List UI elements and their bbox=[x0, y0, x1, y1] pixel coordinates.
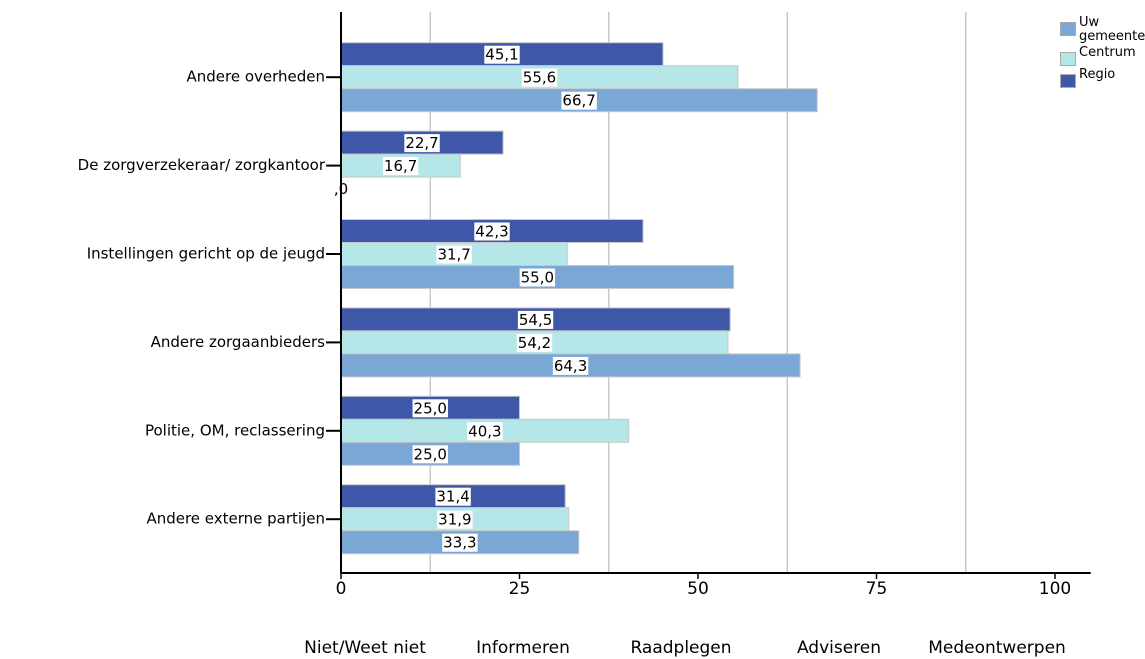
y-tick-label: Instellingen gericht op de jeugd bbox=[87, 245, 325, 263]
value-label-bg bbox=[517, 310, 554, 329]
level-label: Raadplegen bbox=[630, 638, 731, 658]
x-tick-label: 75 bbox=[866, 579, 888, 599]
value-label-bg bbox=[382, 157, 419, 176]
value-label: 55,6 bbox=[523, 69, 556, 87]
legend: Uw gemeente Centrum Regio bbox=[1060, 15, 1145, 90]
value-label: 40,3 bbox=[468, 422, 501, 440]
y-tick-label: Andere externe partijen bbox=[146, 510, 325, 528]
legend-item: Regio bbox=[1060, 68, 1141, 88]
value-label-bg bbox=[412, 399, 448, 418]
level-label: Adviseren bbox=[797, 638, 881, 658]
value-label-bg bbox=[516, 333, 553, 352]
value-label-bg bbox=[437, 510, 473, 529]
value-label-bg bbox=[519, 268, 556, 287]
value-label: 66,7 bbox=[562, 92, 595, 110]
value-label-bg bbox=[412, 445, 448, 464]
value-label: 42,3 bbox=[475, 223, 508, 241]
level-label: Informeren bbox=[476, 638, 570, 658]
x-tick-label: 100 bbox=[1039, 579, 1071, 599]
value-label-bg bbox=[474, 222, 510, 241]
value-label-bg bbox=[442, 533, 478, 552]
x-tick-label: 25 bbox=[509, 579, 531, 599]
y-tick-label: Andere overheden bbox=[186, 68, 325, 86]
value-label: 31,9 bbox=[438, 511, 471, 529]
value-label: 25,0 bbox=[414, 399, 447, 417]
value-label-bg bbox=[436, 245, 472, 264]
legend-swatch bbox=[1060, 74, 1076, 88]
value-label-bg bbox=[561, 91, 597, 110]
legend-label: Regio bbox=[1079, 67, 1116, 82]
value-label-bg bbox=[552, 356, 589, 375]
x-tick-label: 50 bbox=[687, 579, 709, 599]
y-tick-label: Politie, OM, reclassering bbox=[145, 421, 325, 439]
legend-label: Centrum bbox=[1079, 45, 1136, 60]
legend-item: Centrum bbox=[1060, 46, 1141, 66]
value-label: 64,3 bbox=[554, 357, 587, 375]
value-label-bg bbox=[521, 68, 558, 87]
value-label-bg bbox=[467, 422, 503, 441]
value-label-bg bbox=[435, 487, 471, 506]
level-label: Medeontwerpen bbox=[928, 638, 1066, 658]
x-tick-label: 0 bbox=[336, 579, 347, 599]
value-label: 55,0 bbox=[521, 269, 554, 287]
value-label: 22,7 bbox=[405, 134, 438, 152]
value-label: 33,3 bbox=[443, 534, 476, 552]
value-label: 45,1 bbox=[485, 46, 518, 64]
value-label: 54,2 bbox=[518, 334, 551, 352]
value-label: 25,0 bbox=[414, 445, 447, 463]
y-tick-label: Andere zorgaanbieders bbox=[151, 333, 326, 351]
legend-swatch bbox=[1060, 22, 1076, 36]
value-label: 16,7 bbox=[384, 157, 417, 175]
value-label-bg bbox=[404, 134, 440, 153]
value-label: 31,7 bbox=[437, 246, 470, 264]
y-tick-label: De zorgverzekeraar/ zorgkantoor bbox=[78, 156, 326, 174]
legend-swatch bbox=[1060, 52, 1076, 66]
value-label: 31,4 bbox=[436, 488, 469, 506]
value-label-bg bbox=[484, 45, 520, 64]
value-label: 54,5 bbox=[519, 311, 552, 329]
legend-item: Uw gemeente bbox=[1060, 15, 1145, 44]
legend-label: Uw gemeente bbox=[1079, 15, 1145, 44]
level-label: Niet/Weet niet bbox=[304, 638, 426, 658]
